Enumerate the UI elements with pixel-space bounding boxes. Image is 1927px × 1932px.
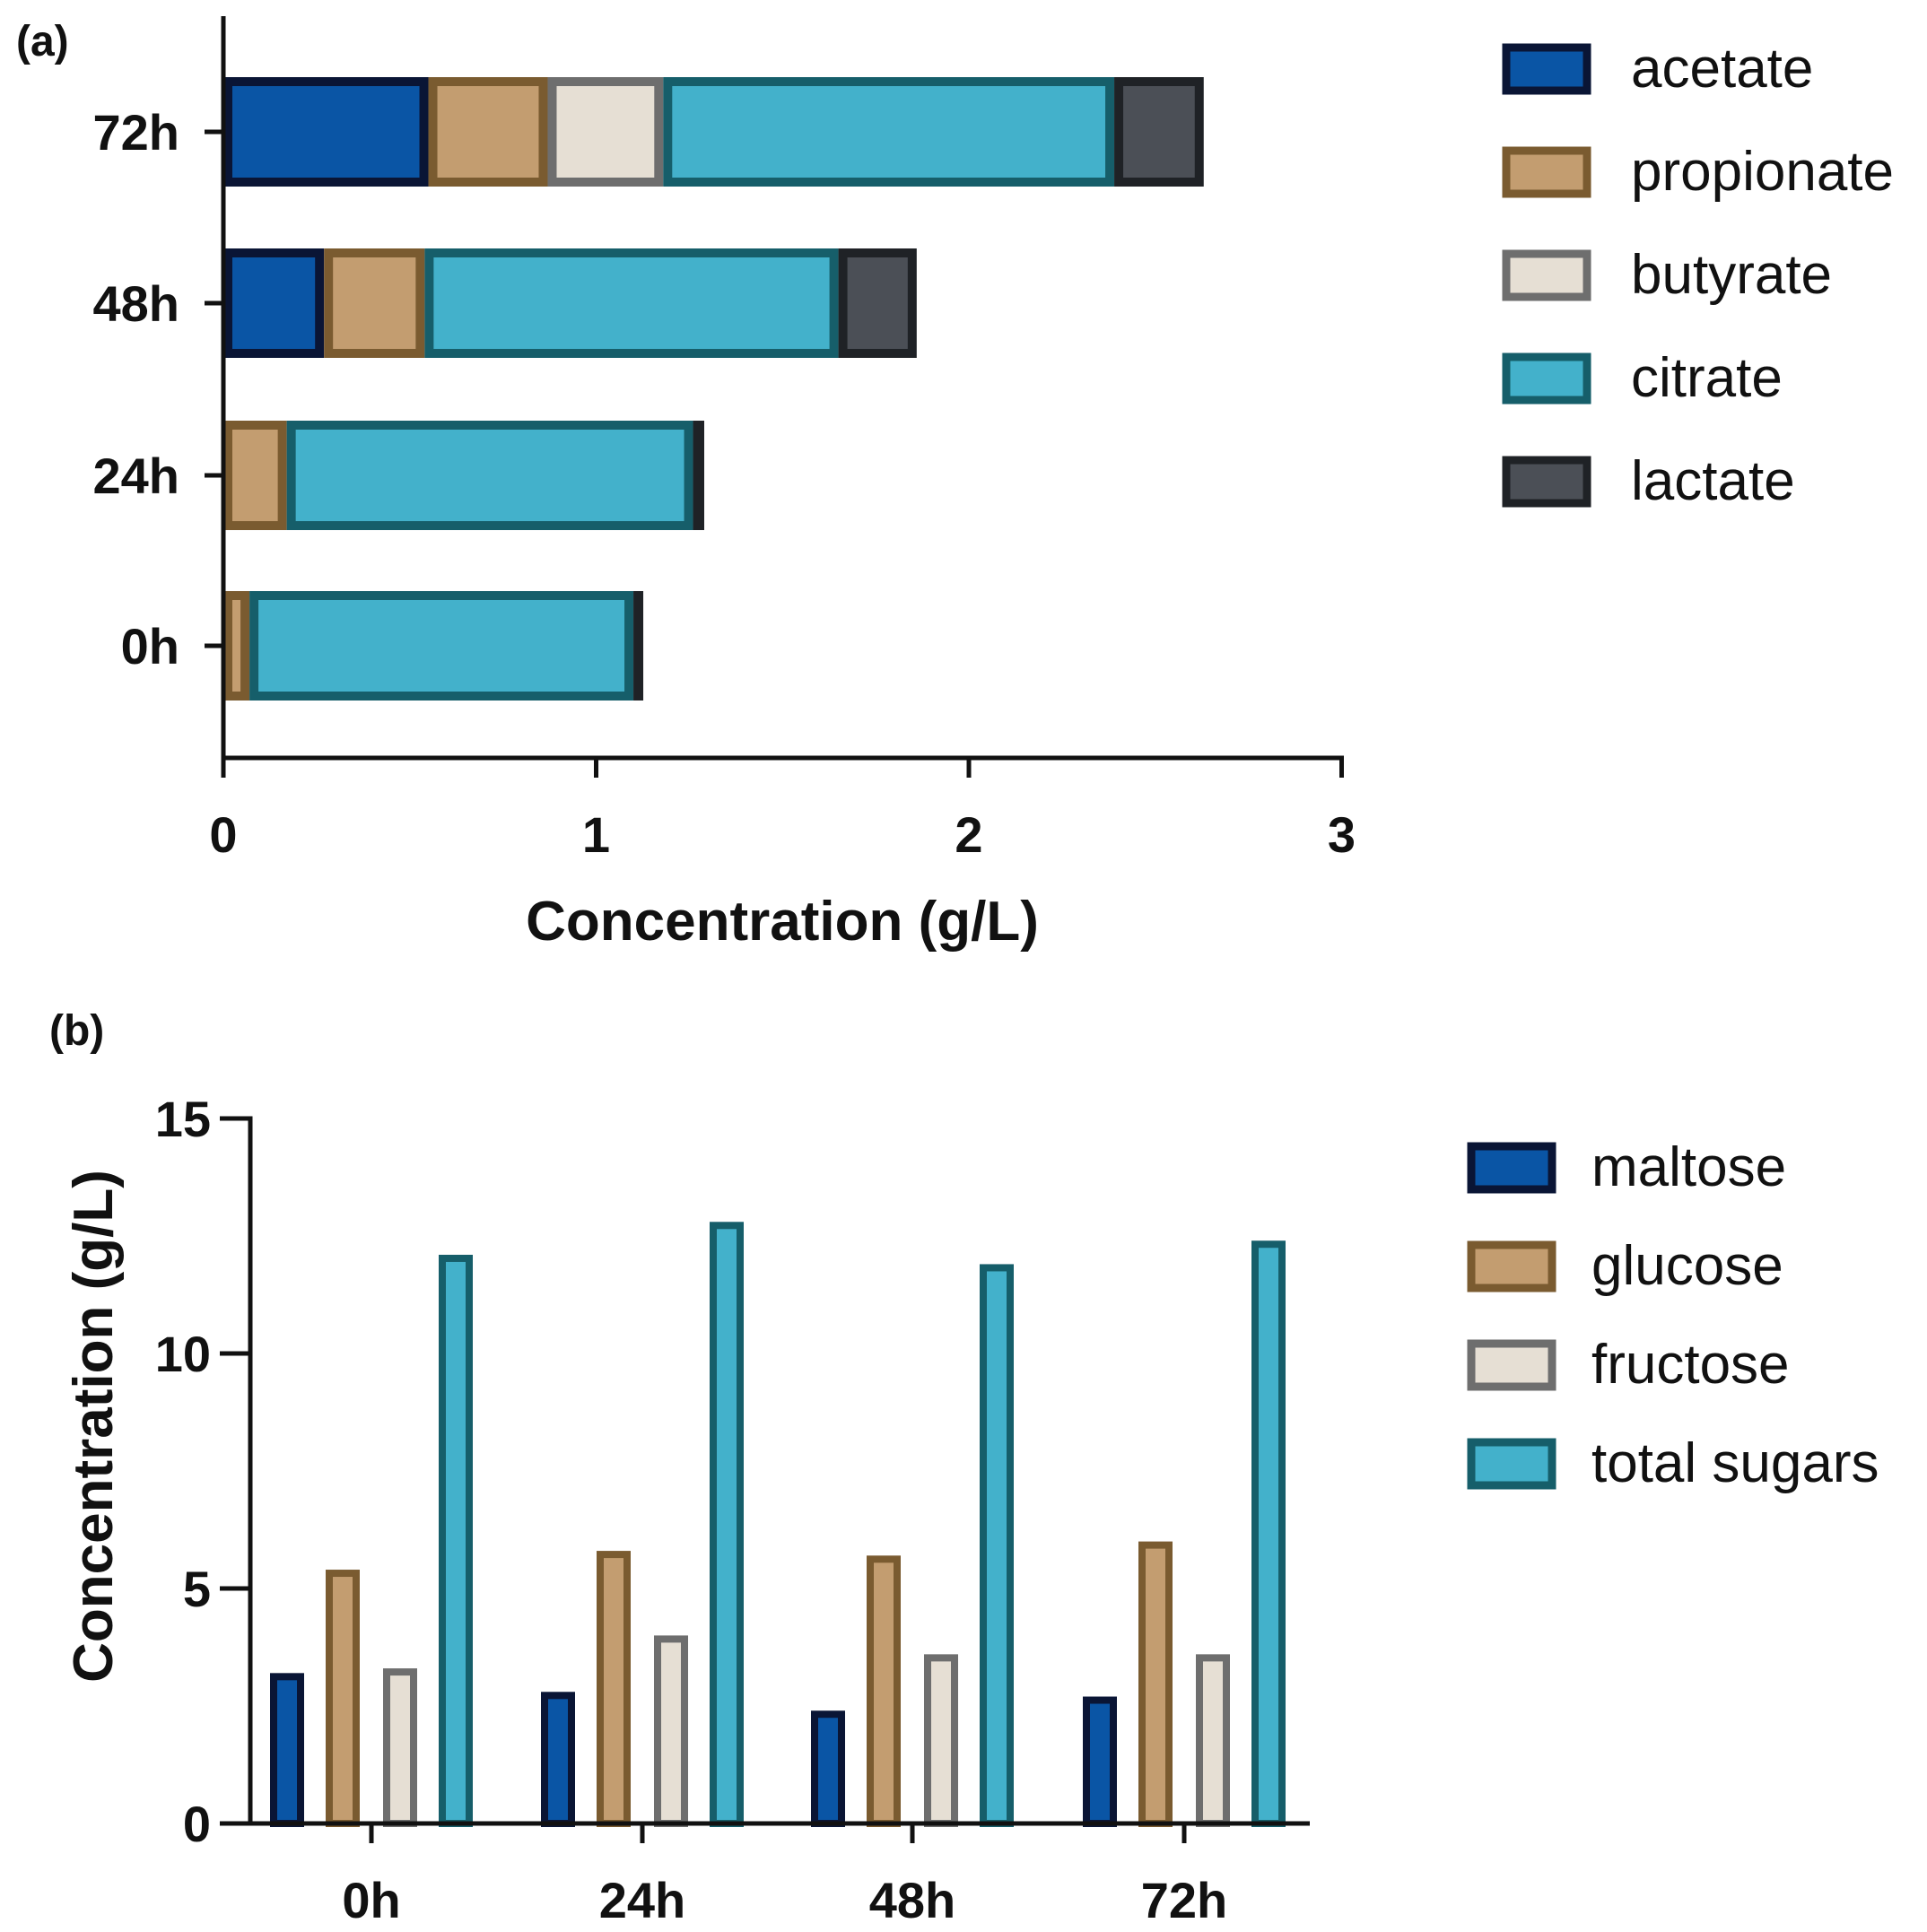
bar-a-propionate-72h — [428, 77, 548, 187]
b-y-tick-label-0: 0 — [183, 1796, 211, 1852]
bar-b-total-sugars-72h — [1251, 1240, 1286, 1827]
legend-b-swatch-total-sugars — [1467, 1438, 1556, 1490]
b-y-tick-label-10: 10 — [155, 1326, 211, 1382]
bar-a-citrate-48h — [424, 248, 839, 358]
panel-a-legend: acetate propionate butyrate citrate lactate — [1502, 38, 1894, 512]
panel-b-bars — [270, 1222, 1286, 1828]
a-y-tick-label-72h: 72h — [93, 104, 180, 161]
legend-a-label-propionate: propionate — [1631, 141, 1894, 203]
legend-a-label-citrate: citrate — [1631, 347, 1783, 409]
b-x-tick-label-48h: 48h — [869, 1872, 956, 1928]
panel-b-y-axis-title: Concentration (g/L) — [63, 1170, 125, 1683]
bar-a-lactate-48h — [838, 248, 917, 358]
a-x-tick-label-3: 3 — [1328, 806, 1356, 863]
legend-b-label-maltose: maltose — [1591, 1136, 1786, 1198]
bar-b-maltose-24h — [541, 1692, 575, 1828]
panel-b-axes: 0h 24h 48h 72h 0 5 10 15 — [155, 1091, 1310, 1928]
panel-a-bars — [223, 77, 1204, 701]
bar-a-citrate-0h — [249, 591, 634, 701]
a-y-tick-label-0h: 0h — [121, 618, 179, 674]
legend-a-label-butyrate: butyrate — [1631, 244, 1832, 306]
a-x-tick-label-2: 2 — [955, 806, 982, 863]
bar-a-lactate-0h — [633, 591, 644, 701]
b-x-tick-label-0h: 0h — [342, 1872, 400, 1928]
legend-b-swatch-fructose — [1467, 1339, 1556, 1391]
bar-a-lactate-72h — [1114, 77, 1204, 187]
bar-a-propionate-48h — [324, 248, 425, 358]
bar-a-acetate-72h — [223, 77, 429, 187]
a-x-tick-label-1: 1 — [582, 806, 610, 863]
legend-a-label-lactate: lactate — [1631, 450, 1795, 512]
b-x-tick-label-72h: 72h — [1141, 1872, 1228, 1928]
bar-b-total-sugars-48h — [980, 1264, 1014, 1827]
legend-b-swatch-glucose — [1467, 1240, 1556, 1292]
legend-a-swatch-butyrate — [1502, 249, 1591, 301]
bar-a-citrate-24h — [286, 421, 693, 530]
bar-b-total-sugars-0h — [439, 1254, 473, 1827]
bar-a-citrate-72h — [663, 77, 1115, 187]
panel-b-chart: (b) 0h 24h 48h 72h 0 5 10 15 maltose glucose fruc… — [49, 1007, 1879, 1928]
bar-b-fructose-0h — [383, 1668, 417, 1827]
legend-b-label-total-sugars: total sugars — [1591, 1432, 1879, 1494]
bar-a-butyrate-72h — [547, 77, 664, 187]
bar-b-glucose-48h — [867, 1555, 901, 1827]
panel-a-x-axis-title: Concentration (g/L) — [526, 891, 1039, 953]
bar-a-lactate-24h — [693, 421, 704, 530]
legend-b-label-fructose: fructose — [1591, 1334, 1790, 1396]
b-x-tick-label-24h: 24h — [599, 1872, 686, 1928]
panel-a-chart: (a) 0h 24h 48h 72h 0 1 2 3 acetate propionate but… — [16, 16, 1894, 953]
legend-b-label-glucose: glucose — [1591, 1235, 1783, 1297]
bar-b-glucose-24h — [597, 1551, 631, 1827]
bar-b-maltose-72h — [1083, 1696, 1117, 1828]
bar-a-propionate-0h — [223, 591, 250, 701]
legend-a-label-acetate: acetate — [1631, 38, 1813, 100]
b-y-tick-label-5: 5 — [183, 1561, 211, 1617]
bar-a-acetate-48h — [223, 248, 325, 358]
legend-a-swatch-propionate — [1502, 146, 1591, 198]
bar-b-maltose-48h — [811, 1710, 845, 1827]
bar-b-fructose-72h — [1196, 1654, 1230, 1827]
legend-a-swatch-acetate — [1502, 43, 1591, 95]
panel-b-legend: maltose glucose fructose total sugars — [1467, 1136, 1879, 1494]
bar-b-glucose-0h — [326, 1570, 360, 1828]
bar-b-fructose-48h — [924, 1654, 958, 1827]
panel-a-label: (a) — [16, 18, 69, 65]
bar-b-fructose-24h — [654, 1635, 688, 1828]
legend-a-swatch-citrate — [1502, 352, 1591, 405]
bar-a-propionate-24h — [223, 421, 287, 530]
a-x-tick-label-0: 0 — [209, 806, 237, 863]
a-y-tick-label-48h: 48h — [93, 275, 180, 332]
bar-b-total-sugars-24h — [710, 1222, 744, 1827]
bar-b-glucose-72h — [1138, 1541, 1173, 1827]
panel-a-axes: 0h 24h 48h 72h 0 1 2 3 — [93, 16, 1356, 863]
legend-a-swatch-lactate — [1502, 456, 1591, 508]
legend-b-swatch-maltose — [1467, 1142, 1556, 1194]
bar-b-maltose-0h — [270, 1673, 304, 1827]
panel-b-label: (b) — [49, 1007, 104, 1055]
a-y-tick-label-24h: 24h — [93, 448, 180, 504]
b-y-tick-label-15: 15 — [155, 1091, 211, 1147]
